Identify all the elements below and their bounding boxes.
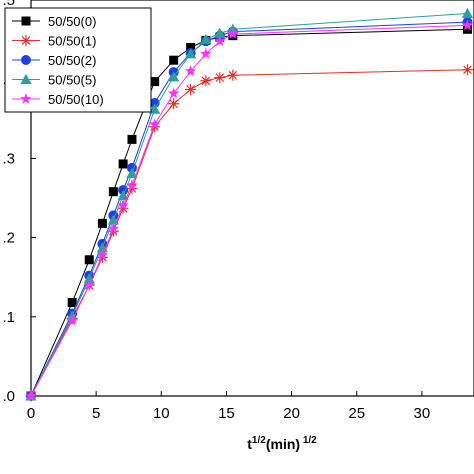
data-point <box>214 72 226 84</box>
data-point <box>169 55 179 65</box>
data-point <box>462 24 472 34</box>
legend-marker <box>21 16 31 26</box>
x-tick-label: 0 <box>27 405 35 422</box>
data-point <box>117 199 129 210</box>
y-tick-label: .5 <box>2 0 15 9</box>
y-tick-label: .2 <box>2 230 15 247</box>
data-point <box>126 167 138 178</box>
y-tick-label: .3 <box>2 150 15 167</box>
series-1 <box>25 64 473 402</box>
data-point <box>127 134 137 144</box>
data-point <box>214 27 226 38</box>
data-point <box>83 273 95 284</box>
data-point <box>227 28 239 39</box>
legend: 50/50(0) 50/50(1) 50/50(2) 50/50(5) 50/50(10… <box>4 7 152 113</box>
legend-marker <box>20 93 32 104</box>
data-point <box>96 242 109 253</box>
data-point <box>84 255 94 265</box>
x-tick-label: 25 <box>348 405 365 422</box>
x-tick-label: 5 <box>92 405 100 422</box>
data-point <box>461 19 474 31</box>
data-point <box>126 179 138 191</box>
legend-marker <box>20 73 32 84</box>
data-point <box>83 279 95 290</box>
legend-label: 50/50(1) <box>48 34 96 49</box>
legend-marker <box>20 35 32 46</box>
x-tick-label: 10 <box>153 405 170 422</box>
y-tick-label: .0 <box>2 388 15 405</box>
legend-entry: 50/50(2) <box>12 53 96 68</box>
data-point <box>67 298 77 308</box>
data-point <box>167 87 180 99</box>
x-tick-label: 20 <box>283 405 300 422</box>
data-point <box>96 249 109 260</box>
data-point <box>150 77 160 87</box>
legend-marker <box>21 55 31 65</box>
data-point <box>117 189 129 201</box>
series-layer <box>25 7 474 402</box>
data-point <box>108 187 118 197</box>
legend-label: 50/50(2) <box>48 53 96 68</box>
data-point <box>200 75 212 87</box>
data-point <box>200 33 212 45</box>
legend-label: 50/50(0) <box>48 14 96 29</box>
data-point <box>168 71 180 82</box>
data-point <box>118 159 128 169</box>
data-point <box>461 7 474 18</box>
plot-frame <box>30 0 474 397</box>
data-point <box>461 64 473 76</box>
legend-label: 50/50(5) <box>48 73 96 88</box>
legend-entry: 50/50(1) <box>12 34 96 49</box>
x-tick-label: 15 <box>218 405 235 422</box>
data-point <box>184 65 197 77</box>
data-point <box>168 98 180 110</box>
legend-entry: 50/50(0) <box>12 14 96 29</box>
legend-entry: 50/50(5) <box>12 73 96 88</box>
data-point <box>97 218 107 228</box>
data-point <box>200 47 212 59</box>
legend-entry: 50/50(10) <box>12 92 104 107</box>
data-point <box>184 48 197 59</box>
data-point <box>148 118 161 130</box>
data-point <box>25 390 37 401</box>
legend-label: 50/50(10) <box>48 92 104 107</box>
data-point <box>214 35 226 47</box>
data-point <box>66 314 78 326</box>
x-axis-title: t1/2(min) 1/2 <box>247 435 317 452</box>
data-point <box>185 83 197 95</box>
series-line <box>30 69 468 397</box>
data-point <box>107 222 120 234</box>
x-tick-label: 30 <box>414 405 431 422</box>
y-tick-label: .1 <box>2 309 15 326</box>
data-point <box>227 69 239 81</box>
series-4 <box>25 19 474 401</box>
data-point <box>149 103 161 114</box>
data-point <box>186 43 196 53</box>
